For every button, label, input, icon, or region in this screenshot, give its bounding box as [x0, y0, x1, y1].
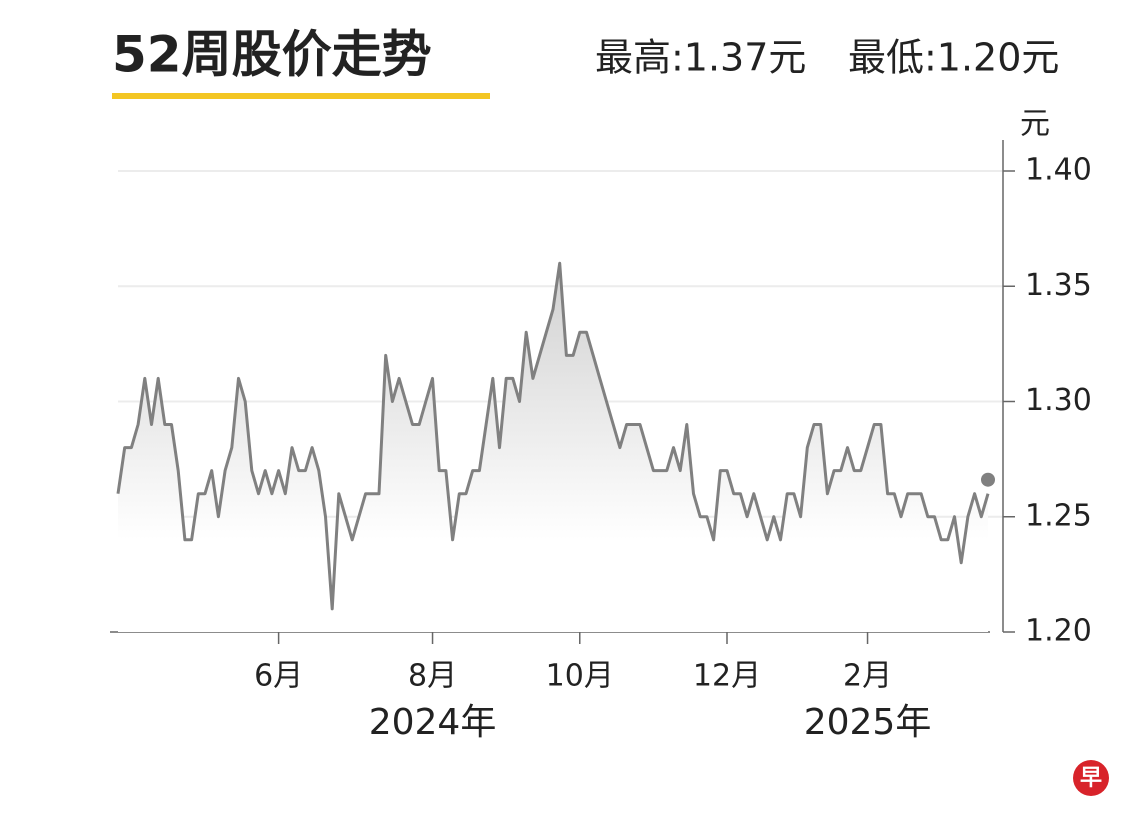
price-line	[116, 261, 990, 611]
last-point	[981, 472, 995, 487]
title-underline	[112, 93, 490, 99]
x-tick-label: 8月	[408, 659, 457, 694]
x-tick-label: 12月	[693, 659, 761, 694]
y-tick-label: 1.20	[1025, 614, 1092, 649]
low-label: 最低:1.20元	[848, 36, 1059, 80]
x-tick-label: 6月	[254, 659, 303, 694]
logo-badge	[1073, 760, 1109, 796]
y-tick-label: 1.25	[1025, 498, 1092, 533]
x-tick-label: 2月	[843, 659, 892, 694]
year-label: 2024年	[369, 702, 497, 743]
logo: 早	[1080, 766, 1102, 791]
area	[118, 263, 988, 632]
high-label: 最高:1.37元	[595, 36, 806, 80]
x-tick-label: 10月	[546, 659, 614, 694]
chart-title: 52周股价走势	[112, 26, 432, 84]
y-unit: 元	[1020, 107, 1050, 142]
y-tick-label: 1.30	[1025, 383, 1092, 418]
y-tick-label: 1.40	[1025, 153, 1092, 188]
year-label: 2025年	[804, 702, 932, 743]
y-tick-label: 1.35	[1025, 268, 1092, 303]
